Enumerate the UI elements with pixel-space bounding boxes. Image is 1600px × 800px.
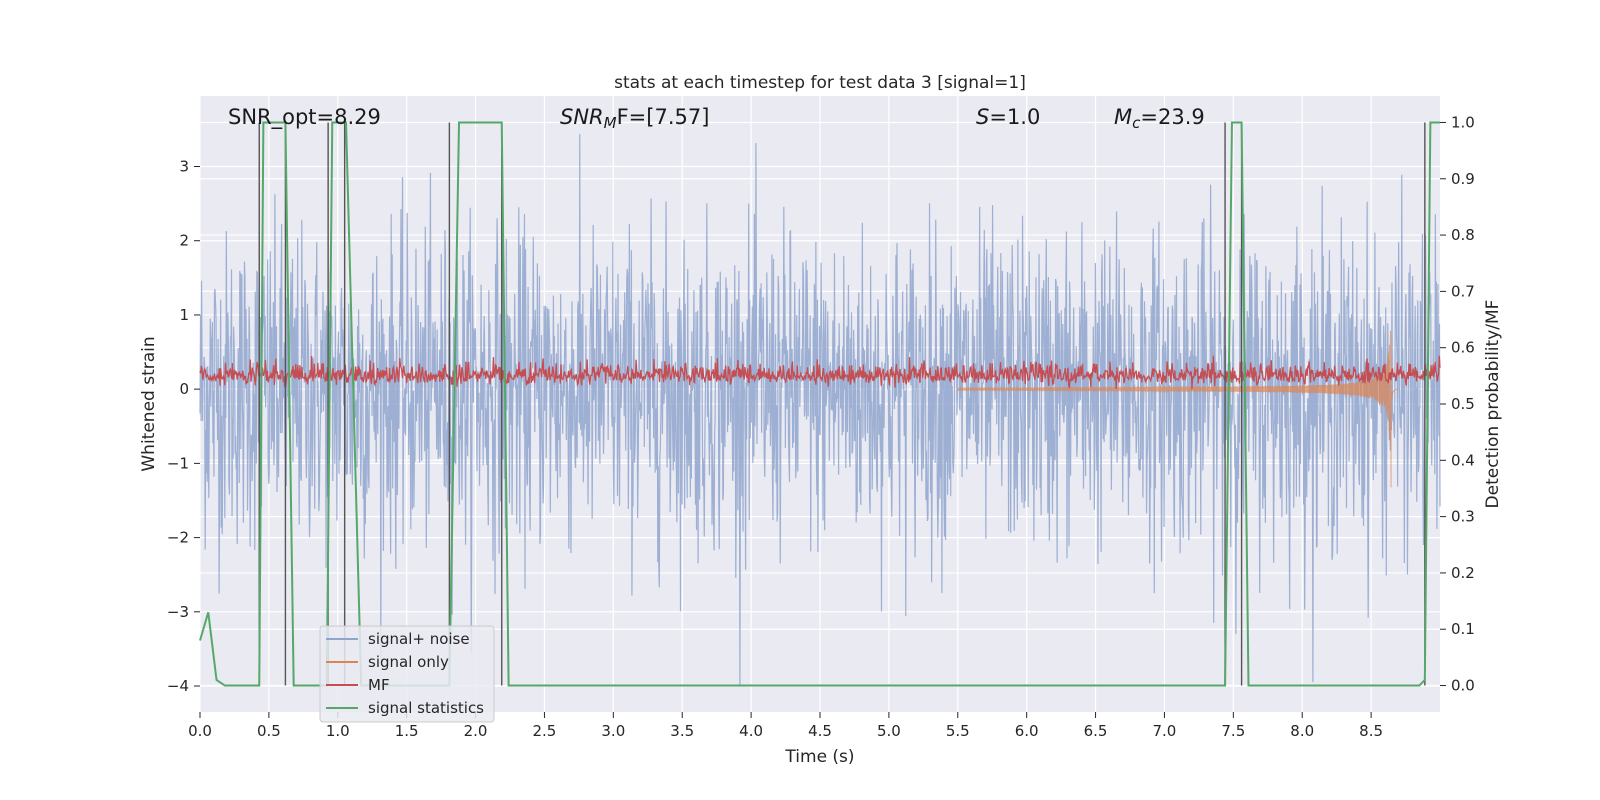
y2-tick-label-7: 0.7 (1451, 282, 1475, 300)
y2-tick-label-2: 0.2 (1451, 564, 1475, 582)
y2-tick-label-8: 0.8 (1451, 226, 1475, 244)
x-tick-label-2: 1.0 (326, 722, 350, 740)
legend-label-signal-statistics: signal statistics (368, 699, 484, 717)
y-tick-label-4: 0 (179, 380, 189, 398)
x-tick-label-0: 0.0 (188, 722, 212, 740)
x-tick-label-8: 4.0 (739, 722, 763, 740)
x-tick-label-3: 1.5 (395, 722, 419, 740)
x-tick-label-12: 6.0 (1015, 722, 1039, 740)
y-tick-label-6: 2 (179, 232, 189, 250)
chart-title: stats at each timestep for test data 3 [… (614, 73, 1026, 93)
y2-tick-label-9: 0.9 (1451, 170, 1475, 188)
y2-tick-label-10: 1.0 (1451, 113, 1475, 131)
annotation-s-symbol: S (976, 105, 989, 129)
legend-label-signal-only: signal only (368, 653, 449, 671)
x-tick-label-11: 5.5 (946, 722, 970, 740)
x-tick-label-15: 7.5 (1221, 722, 1245, 740)
y2-tick-label-4: 0.4 (1451, 451, 1475, 469)
x-tick-label-9: 4.5 (808, 722, 832, 740)
annotation-snr-mf-value: F=[7.57] (617, 105, 710, 129)
y-axis-title: Whitened strain (139, 336, 159, 471)
y-tick-label-7: 3 (179, 158, 189, 176)
annotation-snr-opt: SNR_opt=8.29 (228, 105, 381, 130)
legend-label-mf: MF (368, 676, 390, 694)
signal-noise-line (199, 133, 1441, 687)
annotation-s-value: =1.0 (989, 105, 1040, 129)
y2-tick-label-3: 0.3 (1451, 508, 1475, 526)
x-tick-label-7: 3.5 (670, 722, 694, 740)
y2-tick-label-5: 0.5 (1451, 395, 1475, 413)
series-signal-noise (199, 133, 1441, 687)
y2-tick-label-6: 0.6 (1451, 339, 1475, 357)
y-axis-ticks: −4 −3 −2 −1 0 1 2 3 (167, 158, 200, 695)
y-tick-label-2: −2 (167, 529, 189, 547)
annotation-snr-mf-symbol: SNR (560, 105, 604, 129)
annotation-mc-value: =23.9 (1140, 105, 1204, 129)
annotation-mc-symbol: M (1114, 105, 1132, 129)
annotation-mc: Mc=23.9 (1114, 105, 1205, 132)
series-mf (199, 355, 1441, 390)
x-tick-label-17: 8.5 (1359, 722, 1383, 740)
legend: signal+ noise signal only MF signal stat… (319, 625, 495, 723)
legend-box (319, 625, 495, 723)
x-tick-label-10: 5.0 (877, 722, 901, 740)
y2-axis-ticks: 0.0 0.1 0.2 0.3 0.4 0.5 0.6 0.7 0.8 0.9 1.0 (1440, 113, 1475, 695)
annotation-snr-mf-subscript: M (604, 114, 617, 132)
x-tick-label-16: 8.0 (1290, 722, 1314, 740)
x-tick-label-13: 6.5 (1084, 722, 1108, 740)
x-tick-label-1: 0.5 (257, 722, 281, 740)
y2-axis-title: Detection probability/MF (1483, 300, 1503, 509)
legend-label-signal-noise: signal+ noise (368, 630, 470, 648)
x-axis-ticks: 0.0 0.5 1.0 1.5 2.0 2.5 3.0 3.5 4.0 4.5 5.0 5.5 6.0 6… (188, 712, 1383, 740)
y-tick-label-0: −4 (167, 677, 189, 695)
y-tick-label-3: −1 (167, 454, 189, 472)
mf-line (199, 355, 1441, 390)
x-axis-title: Time (s) (784, 747, 854, 767)
annotation-s: S=1.0 (976, 105, 1040, 129)
annotation-mc-subscript: c (1132, 114, 1141, 132)
x-tick-label-4: 2.0 (464, 722, 488, 740)
x-tick-label-14: 7.0 (1153, 722, 1177, 740)
y2-tick-label-0: 0.0 (1451, 677, 1475, 695)
series-signal-only (957, 330, 1399, 488)
x-tick-label-5: 2.5 (533, 722, 557, 740)
y-tick-label-1: −3 (167, 603, 189, 621)
x-tick-label-6: 3.0 (601, 722, 625, 740)
y2-tick-label-1: 0.1 (1451, 620, 1475, 638)
y-tick-label-5: 1 (179, 306, 189, 324)
signal-only-line (957, 330, 1399, 488)
annotation-snr-mf: SNRMF=[7.57] (560, 105, 709, 132)
